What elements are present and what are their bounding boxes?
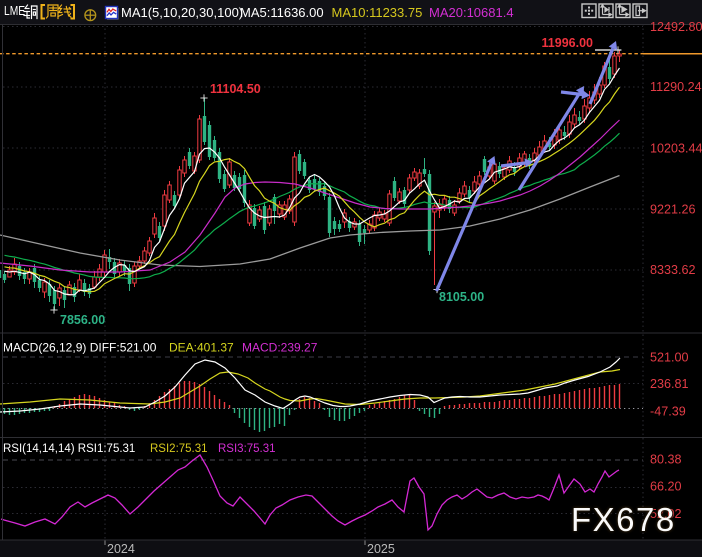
svg-text:RSI3:75.31: RSI3:75.31: [218, 443, 276, 455]
svg-text:-47.39: -47.39: [650, 404, 686, 418]
svg-text:7856.00: 7856.00: [60, 313, 105, 327]
svg-text:RSI2:75.31: RSI2:75.31: [150, 443, 208, 455]
svg-text:8333.62: 8333.62: [650, 263, 696, 277]
svg-text:11996.00: 11996.00: [542, 36, 593, 50]
svg-text:10203.44: 10203.44: [650, 141, 702, 155]
svg-text:9221.26: 9221.26: [650, 202, 696, 216]
svg-text:2025: 2025: [367, 542, 395, 556]
svg-text:236.81: 236.81: [650, 377, 689, 391]
svg-text:RSI(14,14,14) RSI1:75.31: RSI(14,14,14) RSI1:75.31: [3, 443, 135, 455]
svg-text:11104.50: 11104.50: [210, 82, 261, 96]
svg-text:11290.24: 11290.24: [650, 80, 702, 94]
svg-text:52.02: 52.02: [650, 507, 682, 521]
svg-text:80.38: 80.38: [650, 452, 682, 466]
svg-text:12492.80: 12492.80: [650, 20, 702, 34]
svg-text:66.20: 66.20: [650, 479, 682, 493]
svg-text:MACD(26,12,9) DIFF:521.00: MACD(26,12,9) DIFF:521.00: [3, 341, 157, 355]
svg-text:DEA:401.37: DEA:401.37: [169, 341, 234, 355]
svg-text:MACD:239.27: MACD:239.27: [242, 341, 318, 355]
svg-text:2024: 2024: [107, 542, 135, 556]
svg-text:8105.00: 8105.00: [439, 290, 484, 304]
svg-text:521.00: 521.00: [650, 350, 689, 364]
